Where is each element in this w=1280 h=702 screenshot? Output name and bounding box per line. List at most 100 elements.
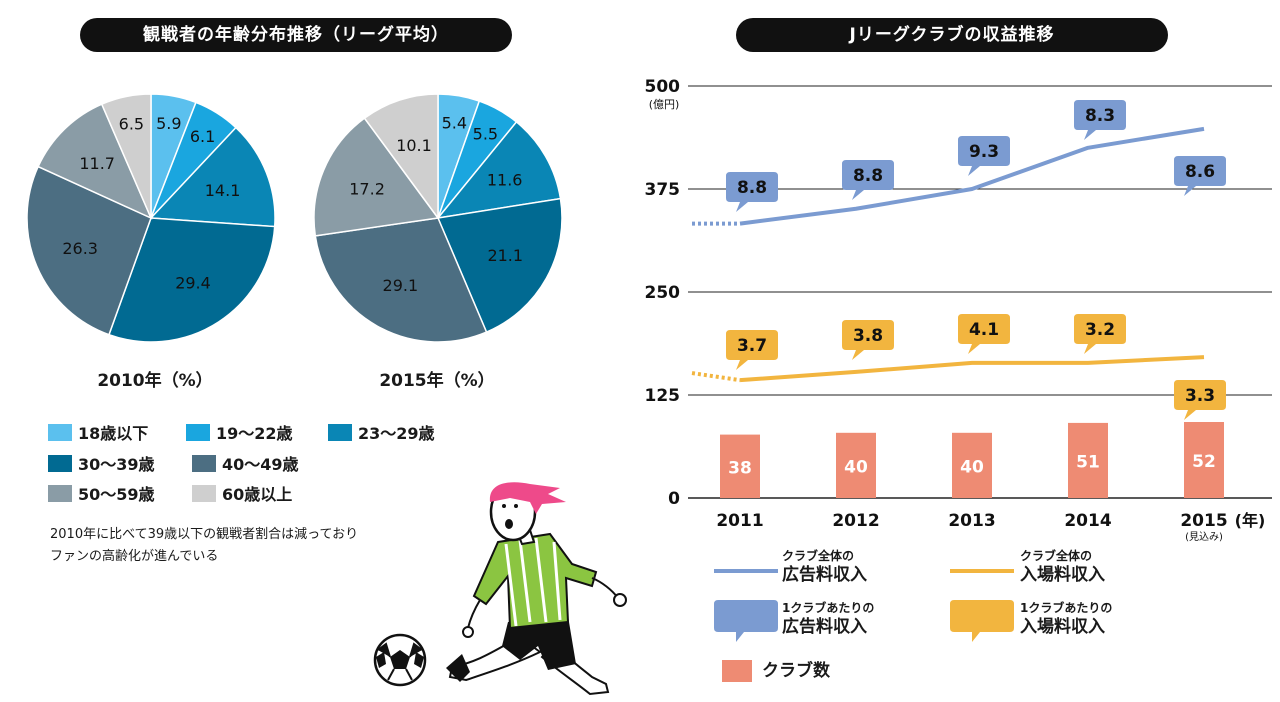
x-tick-label: 2014 <box>1064 511 1111 531</box>
badge-shape <box>1074 100 1126 140</box>
legend-swatch <box>192 454 216 472</box>
bar-club-count <box>1184 422 1224 498</box>
per-club-badge: 8.8 <box>842 160 894 200</box>
pie-value-label: 17.2 <box>349 179 385 198</box>
note-text: 2010年に比べて39歳以下の観戦者割合は減っており ファンの高齢化が進んでいる <box>50 524 450 568</box>
pie-slice <box>436 120 562 220</box>
legend-swatch <box>48 484 72 502</box>
pie-value-label: 21.1 <box>487 246 523 265</box>
pie-2015: 5.4 5.5 11.6 21.1 29.1 17.2 10.1 <box>313 93 563 343</box>
bar-club-count <box>836 432 876 498</box>
pie-2010: 5.9 6.1 14.1 29.4 26.3 11.7 6.5 <box>26 93 276 343</box>
legend-item: 19～22歳 <box>186 420 293 444</box>
per-club-badge: 4.1 <box>958 314 1010 354</box>
per-club-badge: 9.3 <box>958 136 1010 176</box>
per-club-badge: 8.3 <box>1074 100 1126 140</box>
x-tick-label: 2013 <box>948 511 995 531</box>
legend-ad-badge: 1クラブあたりの 広告料収入 <box>782 601 875 637</box>
legend-gate-badge-swatch <box>950 600 1014 642</box>
bar-club-count <box>952 432 992 498</box>
badge-value-label: 3.7 <box>737 336 767 356</box>
pie-slice <box>313 117 440 237</box>
pie-slice <box>363 93 439 221</box>
bar-value-label: 40 <box>960 457 984 477</box>
per-club-badge: 3.8 <box>842 320 894 360</box>
legend-item: 60歳以上 <box>192 481 292 505</box>
right-chart-title: Jリーグクラブの収益推移 <box>736 18 1168 52</box>
per-club-badge: 3.2 <box>1074 314 1126 354</box>
badge-value-label: 8.8 <box>853 166 883 186</box>
legend-swatch <box>192 484 216 502</box>
legend-ad-line-swatch <box>714 569 778 573</box>
pie-caption-2010: 2010年（%） <box>97 371 213 391</box>
pie-value-label: 5.9 <box>156 114 181 133</box>
bar-value-label: 51 <box>1076 452 1100 472</box>
legend-ad-badge-swatch <box>714 600 778 642</box>
legend-clubs-swatch <box>722 660 752 682</box>
badge-shape <box>842 160 894 200</box>
pie-value-label: 6.1 <box>190 127 215 146</box>
pie-slice <box>314 217 488 343</box>
badge-value-label: 8.3 <box>1085 106 1115 126</box>
revenue-chart: 0 125 250 375 500(億円) 38 40 40 51 52 8.8 8.8 9.3 8.3 8… <box>645 77 1272 543</box>
pie-value-label: 10.1 <box>396 136 432 155</box>
legend-item: 30～39歳 <box>48 451 155 475</box>
note-line-1: 2010年に比べて39歳以下の観戦者割合は減っており <box>50 527 359 542</box>
legend-label: 18歳以下 <box>78 424 149 443</box>
bar-value-label: 38 <box>728 458 752 478</box>
badge-shape <box>1174 380 1226 420</box>
legend-label: 60歳以上 <box>222 485 293 504</box>
pie-slice <box>149 126 276 228</box>
pie-value-label: 11.6 <box>487 171 523 190</box>
soccer-player-illustration <box>373 482 627 696</box>
legend-swatch <box>48 454 72 472</box>
per-club-badge: 8.6 <box>1174 156 1226 196</box>
pie-value-label: 29.1 <box>383 276 419 295</box>
badge-value-label: 3.3 <box>1185 386 1215 406</box>
pie-value-label: 29.4 <box>175 273 211 292</box>
pie-value-label: 5.4 <box>442 114 467 133</box>
x-tick-label: 2011 <box>716 511 763 531</box>
badge-value-label: 3.2 <box>1085 320 1115 340</box>
badge-shape <box>1174 156 1226 196</box>
legend-gate-badge: 1クラブあたりの 入場料収入 <box>1020 601 1113 637</box>
badge-shape <box>958 136 1010 176</box>
pie-value-label: 26.3 <box>62 239 98 258</box>
pie-value-label: 11.7 <box>79 154 115 173</box>
x-tick-sublabel: (見込み) <box>1185 531 1223 543</box>
badge-value-label: 8.6 <box>1185 162 1215 182</box>
y-tick-label: 375 <box>645 180 681 200</box>
pie-slice <box>37 103 153 220</box>
y-tick-label: 500 <box>645 77 681 97</box>
legend-label: 23～29歳 <box>358 424 435 443</box>
left-chart-title: 観戦者の年齢分布推移（リーグ平均） <box>80 18 512 52</box>
legend-swatch <box>328 423 352 441</box>
y-tick-label: 125 <box>645 386 681 406</box>
note-line-2: ファンの高齢化が進んでいる <box>50 549 219 564</box>
badge-value-label: 4.1 <box>969 320 999 340</box>
badge-shape <box>1074 314 1126 354</box>
y-axis-unit: (億円) <box>649 98 680 111</box>
badge-value-label: 8.8 <box>737 178 767 198</box>
y-tick-label: 0 <box>668 489 680 509</box>
legend-ad-line: クラブ全体の 広告料収入 <box>782 549 867 585</box>
pie-value-label: 6.5 <box>119 114 144 133</box>
badge-shape <box>958 314 1010 354</box>
legend-item: 18歳以下 <box>48 420 148 444</box>
bar-value-label: 40 <box>844 457 868 477</box>
series-line <box>739 126 1205 226</box>
pie-value-label: 14.1 <box>205 181 241 200</box>
legend-clubs: クラブ数 <box>762 661 830 681</box>
badge-shape <box>726 330 778 370</box>
per-club-badge: 3.3 <box>1174 380 1226 420</box>
badge-value-label: 9.3 <box>969 142 999 162</box>
pie-charts: 5.9 6.1 14.1 29.4 26.3 11.7 6.5 5.4 5.5 11.6 21.1 2… <box>26 93 563 343</box>
pie-value-label: 5.5 <box>473 125 498 144</box>
x-tick-label: 2012 <box>832 511 879 531</box>
legend-swatch <box>48 423 72 441</box>
legend-item: 50～59歳 <box>48 481 155 505</box>
series-line <box>739 355 1205 383</box>
pie-slice <box>100 93 152 219</box>
badge-shape <box>842 320 894 360</box>
series-lead-in <box>691 371 741 383</box>
